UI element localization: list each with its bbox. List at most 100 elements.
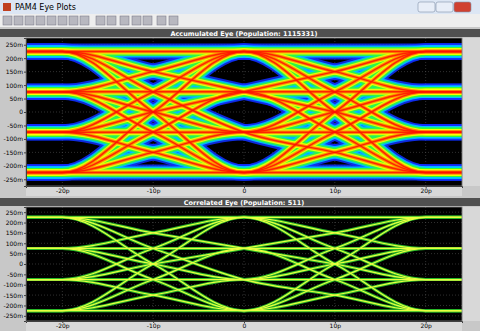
y-tick: 50m [10, 95, 26, 102]
y-tick-mark [24, 212, 26, 213]
y-tick-label: -200m [4, 162, 24, 169]
maximize-button[interactable] [436, 2, 453, 12]
toolbar-button[interactable] [143, 16, 152, 25]
grid-line [425, 207, 426, 321]
eye-trace [26, 280, 462, 311]
y-tick: 200m [6, 55, 26, 62]
eye-trace [26, 51, 462, 172]
y-tick: -100m [4, 135, 26, 142]
y-tick-mark [24, 179, 26, 180]
y-tick-label: 0 [19, 108, 23, 115]
y-tick-label: 100m [6, 82, 23, 89]
plot-background [26, 38, 462, 186]
y-tick: -150m [4, 149, 26, 156]
y-tick: -50m [7, 271, 26, 278]
eye-trace [26, 51, 462, 172]
y-tick-mark [24, 152, 26, 153]
eye-trace [26, 51, 462, 172]
y-tick-mark [24, 316, 26, 317]
y-tick-mark [24, 72, 26, 73]
toolbar-button[interactable] [157, 16, 166, 25]
chart-title: Correlated Eye (Population: 511) [184, 199, 304, 207]
close-button[interactable] [454, 2, 471, 12]
x-tick-label: -10p [147, 322, 161, 330]
traces [26, 217, 462, 310]
toolbar-button[interactable] [36, 16, 45, 25]
toolbar-button[interactable] [3, 16, 12, 25]
eye-trace [26, 51, 462, 172]
grid-line [26, 212, 462, 213]
grid-line [244, 38, 245, 186]
eye-trace [26, 51, 462, 172]
x-tick: 20p [420, 321, 432, 330]
eye-trace [26, 248, 462, 310]
y-tick: 200m [6, 219, 26, 226]
y-tick-label: 0 [19, 260, 23, 267]
eye-chart: Accumulated Eye (Population: 1115331) 250… [0, 29, 480, 196]
grid-line [62, 207, 63, 321]
eye-trace [26, 217, 462, 248]
x-tick-label: -10p [147, 187, 161, 195]
eye-trace [26, 51, 462, 172]
toolbar-button[interactable] [80, 16, 89, 25]
window-background [0, 0, 480, 331]
toolbar-button[interactable] [107, 16, 116, 25]
chart-title: Accumulated Eye (Population: 1115331) [170, 30, 317, 38]
y-tick-label: -100m [4, 281, 24, 288]
x-tick-label: 10p [330, 187, 342, 195]
y-tick-label: -50m [7, 122, 23, 129]
eye-trace [26, 51, 462, 172]
y-tick: -200m [4, 162, 26, 169]
eye-trace [26, 51, 462, 172]
y-tick-label: 150m [6, 229, 23, 236]
grid-line [244, 207, 245, 321]
y-tick-mark [24, 233, 26, 234]
eye-trace [26, 217, 462, 279]
y-tick-label: 100m [6, 240, 23, 247]
y-tick-mark [24, 99, 26, 100]
eye-trace [26, 51, 462, 172]
y-tick-label: 250m [6, 209, 23, 216]
grid-line [425, 38, 426, 186]
x-tick-label: 20p [420, 322, 432, 330]
y-tick: 100m [6, 240, 26, 247]
eye-trace [26, 51, 462, 132]
y-tick-label: 150m [6, 68, 23, 75]
eye-trace [26, 51, 462, 172]
y-tick: 100m [6, 82, 26, 89]
y-tick: 250m [6, 41, 26, 48]
y-axis-line [24, 208, 27, 322]
title-bar [0, 0, 480, 14]
toolbar-button[interactable] [169, 16, 178, 25]
eye-trace [26, 132, 462, 172]
eye-trace [26, 92, 462, 132]
y-tick-mark [24, 295, 26, 296]
y-tick-label: -250m [4, 176, 24, 183]
toolbar-button[interactable] [120, 16, 129, 25]
toolbar-button[interactable] [69, 16, 78, 25]
y-tick-label: 200m [6, 219, 23, 226]
toolbar-button[interactable] [132, 16, 141, 25]
y-tick: 50m [10, 250, 26, 257]
minimize-button[interactable] [418, 2, 435, 12]
traces [26, 51, 462, 172]
toolbar-button[interactable] [58, 16, 67, 25]
y-tick-mark [24, 285, 26, 286]
x-tick: 0 [243, 321, 247, 329]
eye-trace [26, 217, 462, 310]
eye-trace [26, 217, 462, 310]
y-tick-label: -150m [4, 149, 24, 156]
x-tick-label: -20p [56, 322, 70, 330]
y-tick: -150m [4, 292, 26, 299]
y-tick: 250m [6, 209, 26, 216]
y-tick-mark [24, 223, 26, 224]
eye-trace [26, 92, 462, 173]
y-tick: 150m [6, 68, 26, 75]
toolbar-button[interactable] [25, 16, 34, 25]
eye-trace [26, 132, 462, 172]
toolbar-button[interactable] [14, 16, 23, 25]
toolbar-button[interactable] [47, 16, 56, 25]
y-tick-mark [24, 254, 26, 255]
x-tick: 20p [420, 186, 432, 195]
toolbar-button[interactable] [96, 16, 105, 25]
